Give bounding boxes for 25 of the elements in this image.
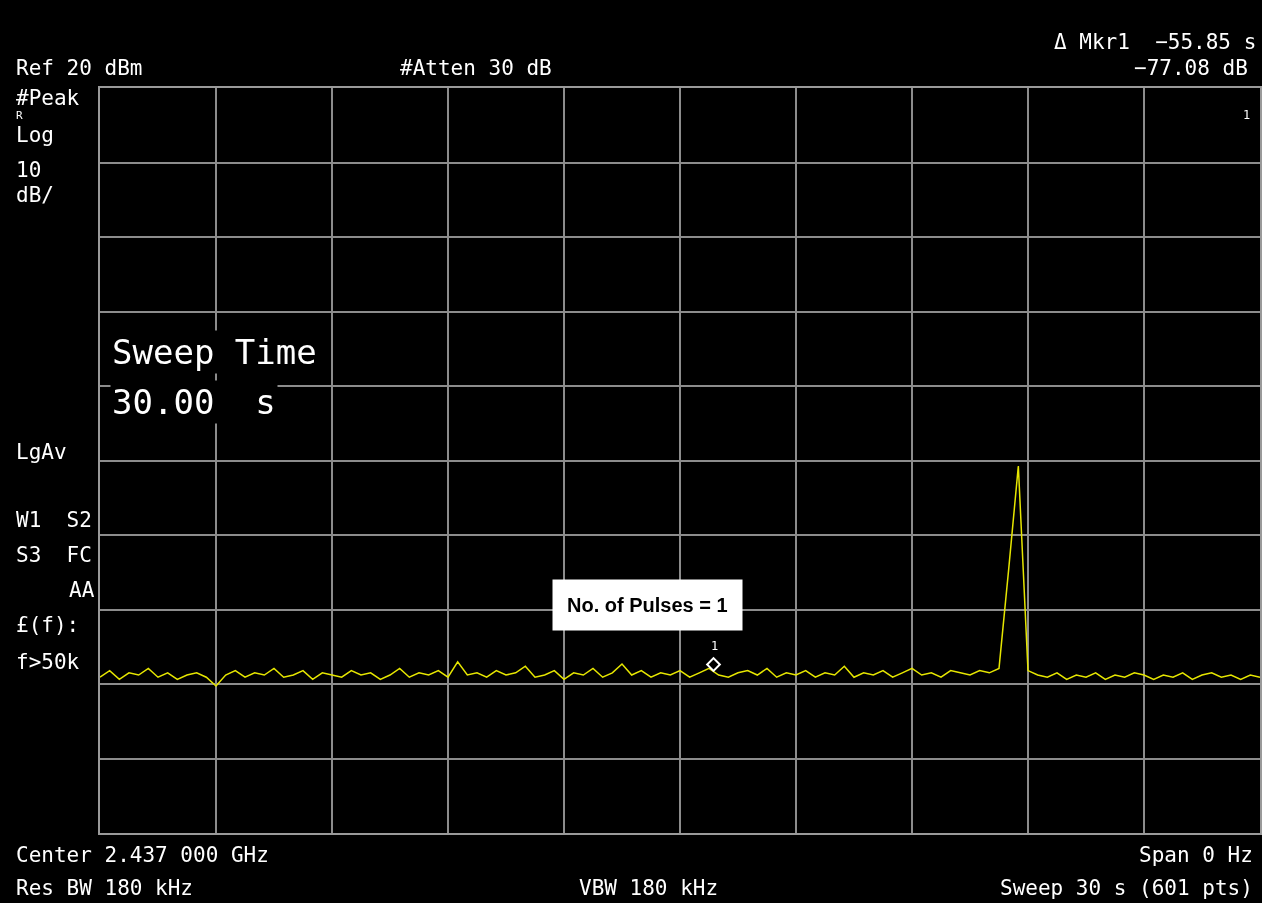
text: −77.08 dB [1134, 56, 1248, 80]
text: Span 0 Hz [1139, 843, 1253, 867]
text: f>50k [16, 650, 80, 674]
text: £(f): [16, 613, 80, 637]
text: Sweep Time [112, 332, 317, 372]
text: S3 FC [16, 543, 92, 567]
text: Log [16, 123, 54, 147]
text: VBW 180 kHz [579, 876, 719, 900]
text: W1 S2 [16, 508, 92, 532]
text: Center 2.437 000 GHz [16, 843, 269, 867]
text: #Peak [16, 86, 80, 110]
text: #Atten 30 dB [400, 56, 552, 80]
text: Sweep 30 s (601 pts) [1000, 876, 1253, 900]
text: 30.00 s [112, 382, 276, 422]
text: dB/ [16, 183, 54, 207]
text: Ref 20 dBm [16, 56, 143, 80]
text: R [16, 109, 23, 122]
text: AA [69, 578, 95, 602]
text: 10 [16, 158, 42, 182]
text: Δ Mkr1 −55.85 s [1054, 30, 1257, 54]
text: Res BW 180 kHz [16, 876, 194, 900]
text: LgAv [16, 440, 67, 464]
annotation: No. of Pulses = 1 [567, 594, 728, 616]
text: 1 [1243, 108, 1251, 122]
annotation: 1 [711, 639, 719, 653]
